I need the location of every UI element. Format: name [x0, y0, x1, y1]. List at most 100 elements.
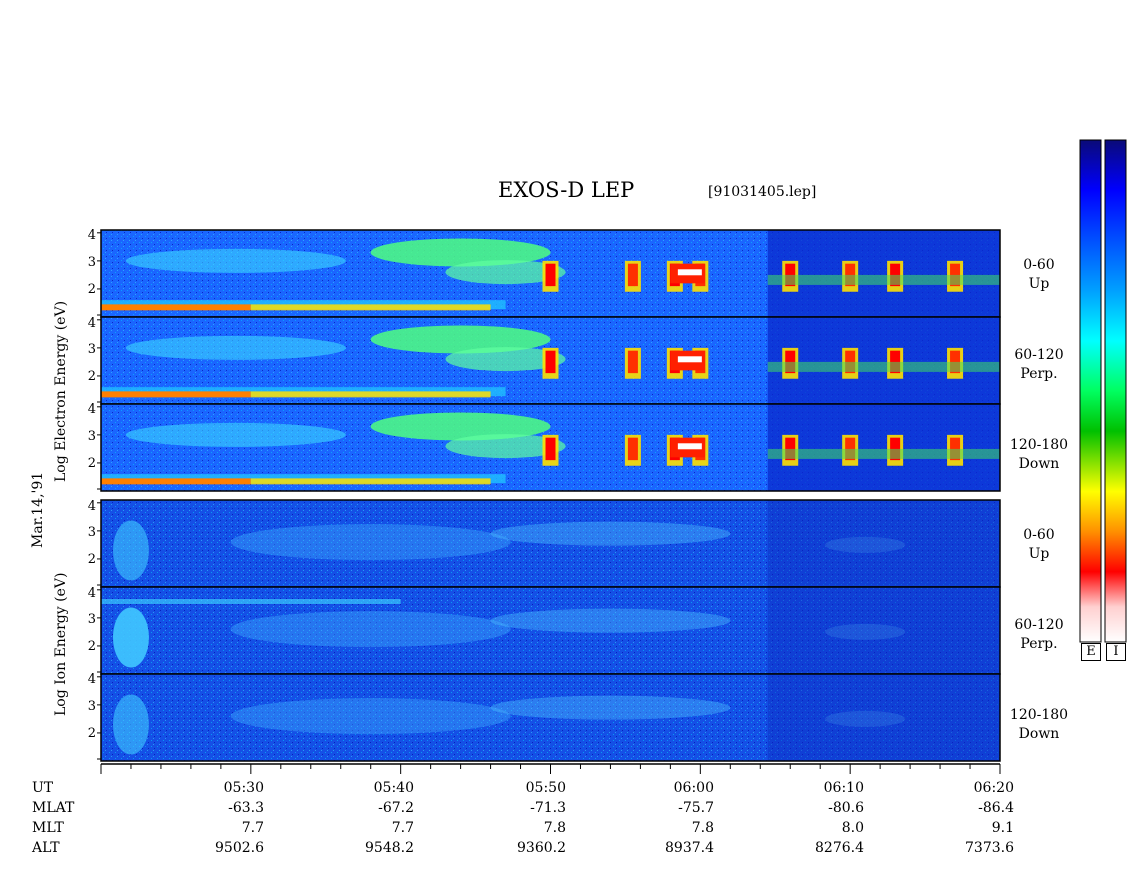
spectral-feature	[230, 698, 511, 735]
spectral-feature	[112, 520, 149, 581]
tick-label: 2	[87, 639, 96, 654]
low-energy-core	[101, 478, 251, 485]
ion-panel	[97, 499, 1001, 588]
spectral-feature	[825, 623, 906, 640]
tick-label: 2	[87, 282, 96, 297]
burst-core	[545, 437, 556, 461]
spectral-feature	[445, 260, 566, 285]
spectral-feature	[445, 347, 566, 372]
electron-panel	[97, 403, 1001, 492]
ephemeris-row-mlat: MLAT -63.3 -67.2 -71.3 -75.7 -80.6 -86.4	[32, 800, 1014, 816]
mid-energy-band	[767, 448, 1000, 459]
pitch-label: 0-60 Up	[1023, 527, 1055, 562]
tick-label: 4	[87, 316, 96, 331]
burst-core	[627, 263, 638, 287]
ut-value: 06:00	[673, 780, 714, 796]
burst-peak	[677, 443, 702, 450]
burst-core	[545, 350, 556, 374]
low-energy-core	[250, 391, 491, 398]
tick-label: 3	[87, 255, 96, 270]
low-energy-core	[250, 304, 491, 311]
colorbar-ion	[1104, 139, 1127, 643]
tick-label: 2	[87, 456, 96, 471]
low-energy-core	[101, 391, 251, 398]
burst-core	[627, 350, 638, 374]
tick-label: 4	[87, 672, 96, 687]
colorbar-tag-ion: I	[1106, 643, 1126, 661]
ion-panel	[97, 673, 1001, 762]
ion-band	[101, 599, 401, 604]
tick-label: 3	[87, 342, 96, 357]
electron-panel	[97, 316, 1001, 405]
spectral-feature	[370, 238, 551, 267]
spectral-feature	[825, 536, 906, 553]
tick-label: 2	[87, 552, 96, 567]
ut-value: 05:50	[525, 780, 566, 796]
low-energy-core	[250, 478, 491, 485]
ut-value: 06:10	[823, 780, 864, 796]
ion-ylabel: Log Ion Energy (eV)	[53, 572, 69, 716]
burst-peak	[677, 356, 702, 363]
tick-label: 3	[87, 612, 96, 627]
ion-panel	[97, 586, 1001, 675]
pitch-label: 0-60 Up	[1023, 257, 1055, 292]
panel-noise	[101, 674, 1000, 761]
spectral-feature	[230, 611, 511, 648]
ephemeris-row-alt: ALT 9502.6 9548.2 9360.2 8937.4 8276.4 7…	[32, 840, 1014, 856]
spectral-feature	[112, 694, 149, 755]
colorbar-tag-electron: E	[1081, 643, 1101, 661]
dark-region	[767, 404, 1000, 491]
date-label: Mar.14,'91	[30, 471, 46, 548]
tick-label: 4	[87, 228, 96, 243]
panel-frame	[100, 403, 1001, 492]
tick-label: 4	[87, 499, 96, 514]
panel-noise	[101, 500, 1000, 587]
spectral-feature	[112, 607, 149, 668]
spectral-feature	[370, 412, 551, 441]
ephemeris-row-mlt: MLT 7.7 7.7 7.8 7.8 8.0 9.1	[32, 820, 1014, 836]
spectral-feature	[445, 434, 566, 459]
spectral-feature	[490, 608, 731, 633]
burst-peak	[677, 269, 702, 276]
tick-label: 2	[87, 369, 96, 384]
tick-label: 4	[87, 402, 96, 417]
spectral-feature	[490, 521, 731, 546]
mid-energy-band	[767, 274, 1000, 285]
file-name-label: [91031405.lep]	[708, 184, 817, 200]
dark-region	[767, 500, 1000, 587]
electron-panel	[97, 229, 1001, 318]
spectral-feature	[230, 524, 511, 561]
dark-region	[767, 230, 1000, 317]
burst-core	[545, 263, 556, 287]
mid-energy-band	[767, 361, 1000, 372]
spectral-feature	[125, 335, 346, 360]
colorbar-electron	[1079, 139, 1102, 643]
tick-label: 2	[87, 726, 96, 741]
ut-value: 05:40	[373, 780, 414, 796]
tick-label: 3	[87, 429, 96, 444]
ephemeris-row-ut: UT 05:30 05:40 05:50 06:00 06:10 06:20	[32, 780, 1014, 796]
dark-region	[767, 587, 1000, 674]
panel-frame	[100, 673, 1001, 762]
spectral-feature	[490, 695, 731, 720]
spectral-feature	[825, 710, 906, 727]
burst-core	[627, 437, 638, 461]
spectral-feature	[125, 422, 346, 447]
spectral-feature	[370, 325, 551, 354]
tick-label: 4	[87, 586, 96, 601]
pitch-label: 60-120 Perp.	[1014, 347, 1064, 382]
pitch-label: 120-180 Down	[1009, 707, 1069, 742]
pitch-label: 60-120 Perp.	[1014, 617, 1064, 652]
tick-label: 3	[87, 699, 96, 714]
electron-ylabel: Log Electron Energy (eV)	[53, 300, 69, 482]
low-energy-core	[101, 304, 251, 311]
tick-label: 3	[87, 525, 96, 540]
chart-title: EXOS-D LEP	[498, 178, 635, 202]
dark-region	[767, 674, 1000, 761]
spectral-feature	[125, 248, 346, 273]
ut-value: 06:20	[973, 780, 1014, 796]
dark-region	[767, 317, 1000, 404]
pitch-label: 120-180 Down	[1009, 437, 1069, 472]
ut-value: 05:30	[223, 780, 264, 796]
